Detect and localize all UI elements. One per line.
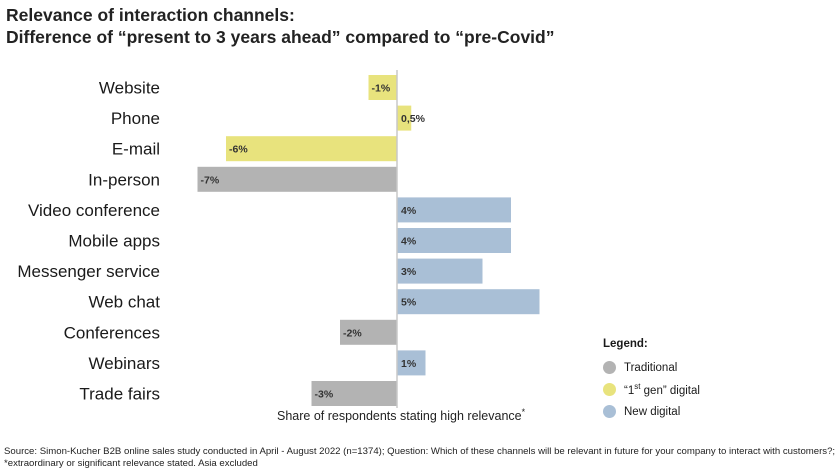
- value-label-trade-fairs: -3%: [315, 389, 334, 401]
- bar-website: [368, 75, 397, 100]
- value-label-conferences: -2%: [343, 327, 362, 339]
- chart-title: Relevance of interaction channels: Diffe…: [6, 4, 836, 48]
- category-label-e-mail: E-mail: [112, 140, 160, 159]
- value-label-video-conference: 4%: [401, 205, 417, 217]
- value-label-e-mail: -6%: [229, 144, 248, 156]
- category-label-conferences: Conferences: [64, 323, 160, 342]
- category-label-messenger-service: Messenger service: [17, 262, 160, 281]
- legend-label-traditional: Traditional: [624, 361, 678, 374]
- category-label-video-conference: Video conference: [28, 201, 160, 220]
- category-label-phone: Phone: [111, 109, 160, 128]
- bar-video-conference: [397, 197, 511, 223]
- legend-item-first-gen-digital: “1st gen” digital: [603, 382, 700, 397]
- category-label-website: Website: [99, 79, 160, 98]
- legend-item-new-digital: New digital: [603, 405, 680, 418]
- bar-phone: [397, 105, 412, 131]
- legend-label-new-digital: New digital: [624, 405, 681, 418]
- x-axis-label: Share of respondents stating high releva…: [277, 407, 526, 424]
- legend-title: Legend:: [603, 338, 648, 350]
- bar-conferences: [340, 319, 397, 345]
- title-line-2: Difference of “present to 3 years ahead”…: [6, 27, 555, 47]
- value-label-web-chat: 5%: [401, 297, 417, 309]
- value-label-in-person: -7%: [201, 174, 220, 186]
- bar-in-person: [197, 166, 397, 192]
- source-note: Source: Simon-Kucher B2B online sales st…: [4, 446, 836, 469]
- legend-item-traditional: Traditional: [603, 361, 677, 374]
- value-label-mobile-apps: 4%: [401, 236, 417, 248]
- value-label-phone: 0,5%: [401, 113, 426, 125]
- category-label-web-chat: Web chat: [88, 293, 160, 312]
- value-label-webinars: 1%: [401, 358, 417, 370]
- title-line-1: Relevance of interaction channels:: [6, 5, 295, 25]
- bar-webinars: [397, 350, 426, 376]
- category-label-mobile-apps: Mobile apps: [68, 232, 160, 251]
- legend-dot-traditional: [603, 361, 616, 374]
- category-label-webinars: Webinars: [89, 354, 161, 373]
- bar-e-mail: [226, 136, 397, 162]
- legend-dot-new-digital: [603, 405, 616, 418]
- legend-dot-first-gen-digital: [603, 382, 616, 396]
- category-label-trade-fairs: Trade fairs: [79, 385, 160, 404]
- bar-chart: Website -1% Phone 0,5% E-mail -6% In-person -7%…: [17, 70, 540, 408]
- bar-messenger-service: [397, 258, 483, 284]
- bar-trade-fairs: [311, 381, 397, 406]
- value-label-messenger-service: 3%: [401, 266, 417, 278]
- legend-label-first-gen-digital: “1st gen” digital: [624, 382, 700, 397]
- value-label-website: -1%: [372, 83, 391, 95]
- bar-web-chat: [397, 289, 540, 315]
- bar-mobile-apps: [397, 228, 511, 253]
- category-label-in-person: In-person: [88, 170, 160, 189]
